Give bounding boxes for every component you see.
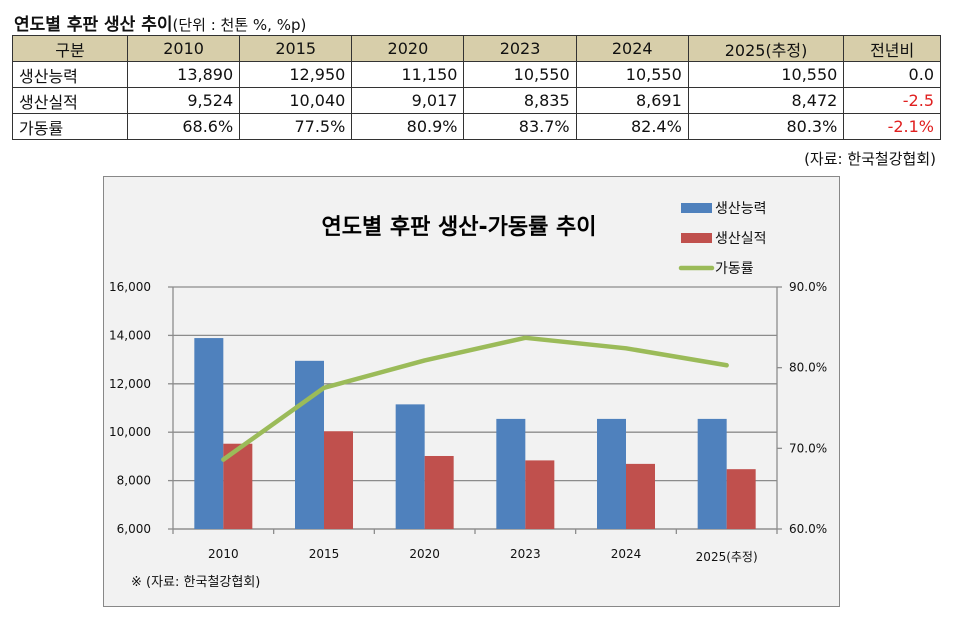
y-right-tick-label: 90.0% <box>789 280 827 294</box>
table-cell: 10,550 <box>463 61 577 88</box>
bar-production <box>424 455 454 529</box>
y-left-tick-label: 10,000 <box>109 425 151 439</box>
table-row: 생산실적 9,524 10,040 9,017 8,835 8,691 8,472 -2.5 <box>12 87 941 114</box>
table-cell: 80.9% <box>351 113 465 140</box>
table-cell: 12,950 <box>239 61 353 88</box>
x-tick-label: 2010 <box>208 547 239 561</box>
table-header-cell: 2015 <box>239 35 353 62</box>
yoy-change-cell: 0.0 <box>843 61 941 88</box>
bar-capacity <box>295 360 324 529</box>
y-left-tick-label: 12,000 <box>109 377 151 391</box>
table-source: (자료: 한국철강협회) <box>804 150 936 168</box>
bar-production <box>324 431 353 529</box>
bar-capacity <box>597 418 626 529</box>
yoy-change-cell: -2.5 <box>843 87 941 114</box>
x-tick-label: 2023 <box>510 547 541 561</box>
bar-production <box>525 460 555 529</box>
y-right-tick-label: 60.0% <box>789 522 827 536</box>
yoy-change-cell: -2.1% <box>843 113 941 140</box>
table-cell: 13,890 <box>126 61 241 88</box>
bar-production <box>726 469 756 529</box>
row-label: 가동률 <box>12 113 128 140</box>
table-header-cell: 2024 <box>575 35 689 62</box>
table-cell: 80.3% <box>687 113 845 140</box>
table-cell: 68.6% <box>126 113 241 140</box>
table-cell: 82.4% <box>575 113 689 140</box>
table-unit: (단위 : 천톤 %, %p) <box>172 16 307 34</box>
table-cell: 83.7% <box>463 113 577 140</box>
row-label: 생산능력 <box>12 61 128 88</box>
table-row: 가동률 68.6% 77.5% 80.9% 83.7% 82.4% 80.3% -2.1% <box>12 113 941 140</box>
table-body: 생산능력 13,890 12,950 11,150 10,550 10,550 10,550… <box>12 61 941 140</box>
bar-capacity <box>395 404 425 529</box>
chart-source-note: ※ (자료: 한국철강협회) <box>131 575 260 590</box>
x-tick-label: 2024 <box>611 547 642 561</box>
bar-capacity <box>496 418 526 529</box>
table-cell: 10,550 <box>575 61 689 88</box>
table-cell: 11,150 <box>351 61 465 88</box>
table-row: 생산능력 13,890 12,950 11,150 10,550 10,550 10,550… <box>12 61 941 88</box>
table-cell: 9,524 <box>126 87 241 114</box>
x-tick-label: 2015 <box>309 547 340 561</box>
y-left-tick-label: 14,000 <box>109 328 151 342</box>
table-heading: 연도별 후판 생산 추이(단위 : 천톤 %, %p) <box>14 10 306 35</box>
table-header-row: 구분 2010 2015 2020 2023 2024 2025(추정) 전년비 <box>12 35 941 62</box>
table-cell: 8,472 <box>687 87 845 114</box>
table-cell: 8,691 <box>575 87 689 114</box>
legend-label: 가동률 <box>715 261 754 277</box>
table-cell: 10,550 <box>687 61 845 88</box>
table-header-cell: 2023 <box>463 35 577 62</box>
row-label: 생산실적 <box>12 87 128 114</box>
table-header-cell: 전년비 <box>843 35 941 62</box>
table-cell: 9,017 <box>351 87 465 114</box>
y-left-tick-label: 6,000 <box>117 522 151 536</box>
table-cell: 77.5% <box>239 113 353 140</box>
table-header-cell: 구분 <box>12 35 128 62</box>
bar-capacity <box>194 338 224 529</box>
legend-label: 생산능력 <box>715 201 767 217</box>
chart-title: 연도별 후판 생산-가동률 추이 <box>322 215 597 240</box>
legend-label: 생산실적 <box>715 231 767 247</box>
production-table: 구분 2010 2015 2020 2023 2024 2025(추정) 전년비 생산능력 13… <box>12 35 941 140</box>
bar-production <box>626 463 655 529</box>
table-cell: 10,040 <box>239 87 353 114</box>
bar-capacity <box>697 418 727 529</box>
table-cell: 8,835 <box>463 87 577 114</box>
legend-swatch-production <box>681 233 712 243</box>
y-left-tick-label: 8,000 <box>117 474 151 488</box>
chart-container: 연도별 후판 생산-가동률 추이 6,000 8,000 10,000 12,000 14… <box>103 176 840 607</box>
x-tick-label: 2025(추정) <box>696 550 758 564</box>
table-title: 연도별 후판 생산 추이 <box>14 15 173 35</box>
legend-swatch-capacity <box>681 203 712 213</box>
y-right-tick-label: 80.0% <box>789 361 827 375</box>
table-header-cell: 2025(추정) <box>687 35 845 62</box>
y-right-tick-label: 70.0% <box>789 441 827 455</box>
table-header-cell: 2010 <box>126 35 241 62</box>
y-left-tick-label: 16,000 <box>109 280 151 294</box>
utilization-line <box>221 335 729 462</box>
combo-chart: 연도별 후판 생산-가동률 추이 6,000 8,000 10,000 12,000 14… <box>109 201 827 590</box>
x-tick-label: 2020 <box>409 547 440 561</box>
table-header-cell: 2020 <box>351 35 465 62</box>
